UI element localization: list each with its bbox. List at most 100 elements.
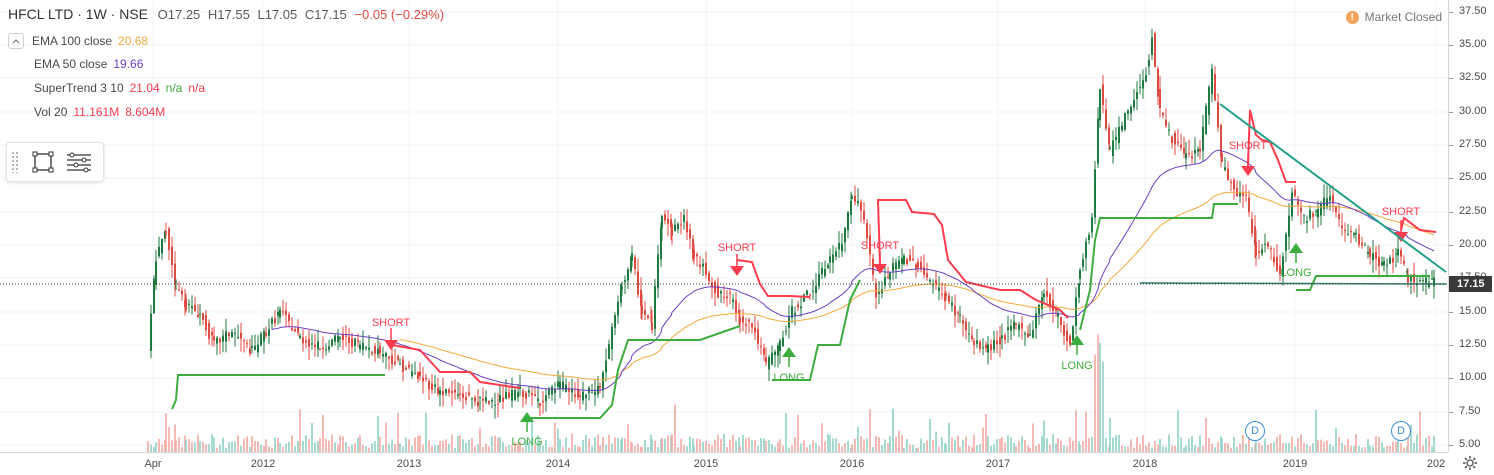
- candle-body: [611, 326, 613, 350]
- volume-bar: [1312, 443, 1314, 452]
- candle-body: [342, 334, 344, 341]
- candle-body: [477, 401, 479, 407]
- time-tick-label: 202: [1426, 458, 1446, 470]
- price-tick-label: 10.00: [1459, 371, 1487, 383]
- volume-bar: [754, 440, 756, 452]
- volume-bar: [268, 446, 270, 452]
- candle-body: [1329, 196, 1331, 201]
- candle-body: [800, 306, 802, 309]
- candle-body: [832, 254, 834, 263]
- chart-area[interactable]: [0, 0, 1448, 452]
- volume-bar: [948, 422, 950, 452]
- volume-bar: [377, 416, 379, 452]
- time-tick-label: Apr: [144, 458, 162, 470]
- time-tick-label: 2015: [693, 458, 719, 470]
- candle-body: [1112, 140, 1114, 156]
- candle-body: [249, 348, 251, 355]
- legend-ema50[interactable]: EMA 50 close 19.66: [34, 57, 143, 71]
- volume-bar: [1112, 437, 1114, 452]
- volume-bar: [342, 436, 344, 452]
- supertrend-value: 21.04: [129, 81, 160, 95]
- volume-bar: [1052, 434, 1054, 452]
- volume-bar: [1395, 441, 1397, 452]
- candle-body: [1297, 199, 1299, 205]
- candle-body: [917, 261, 919, 268]
- candle-body: [824, 269, 826, 277]
- candle-body: [941, 293, 943, 295]
- time-tick-label: 2013: [396, 458, 422, 470]
- volume-bar: [1224, 442, 1226, 452]
- candle-body: [821, 268, 823, 275]
- volume-bar: [1300, 434, 1302, 452]
- volume-bar: [906, 439, 908, 452]
- volume-bar: [1118, 434, 1120, 452]
- price-axis[interactable]: 37.50 35.00 32.50 30.00 27.50 25.00 22.50 20.00…: [1448, 0, 1494, 452]
- candle-body: [279, 309, 281, 318]
- candle-body: [968, 333, 970, 335]
- volume-bar: [1211, 443, 1213, 452]
- candle-body: [1364, 244, 1366, 246]
- candle-body: [1361, 242, 1363, 246]
- volume-bar: [548, 446, 550, 452]
- volume-bar: [234, 441, 236, 452]
- candle-body: [1428, 282, 1430, 288]
- supertrend-long-line: [528, 325, 741, 419]
- volume-bar: [671, 434, 673, 452]
- candle-body: [482, 398, 484, 401]
- candle-body: [205, 315, 207, 331]
- dividend-badge[interactable]: D: [1245, 421, 1265, 441]
- object-tree-icon[interactable]: [65, 148, 93, 176]
- supertrend-na-2: n/a: [188, 81, 206, 95]
- volume-bar: [1035, 445, 1037, 452]
- volume-bar: [1075, 410, 1077, 452]
- symbol-name[interactable]: HFCL LTD · 1W · NSE: [8, 6, 149, 22]
- volume-bar: [696, 438, 698, 452]
- candle-body: [528, 390, 530, 393]
- rectangle-tool-icon[interactable]: [29, 148, 57, 176]
- candle-body: [354, 338, 356, 346]
- price-tick-mark: [1449, 45, 1453, 46]
- drag-handle[interactable]: [11, 151, 19, 173]
- candle-body: [228, 332, 230, 337]
- legend-volume[interactable]: Vol 20 11.161M 8.604M: [34, 105, 165, 119]
- candle-body: [571, 389, 573, 393]
- legend-supertrend[interactable]: SuperTrend 3 10 21.04 n/a n/a: [34, 81, 205, 95]
- chevron-up-icon[interactable]: [8, 33, 24, 49]
- dividend-badge[interactable]: D: [1391, 421, 1411, 441]
- candle-body: [627, 269, 629, 281]
- volume-bar: [1392, 441, 1394, 452]
- low-value: L17.05: [257, 7, 298, 22]
- candle-body: [291, 328, 293, 331]
- volume-bar: [1105, 437, 1107, 452]
- candle-body: [757, 328, 759, 344]
- volume-bar: [1407, 434, 1409, 452]
- candle-body: [771, 352, 773, 365]
- volume-bar: [1233, 436, 1235, 452]
- volume-bar: [254, 441, 256, 452]
- price-tick-label: 20.00: [1459, 238, 1487, 250]
- volume-bar: [311, 423, 313, 452]
- volume-bar: [881, 444, 883, 452]
- candle-body: [454, 389, 456, 393]
- candle-body: [1320, 203, 1322, 216]
- candle-body: [274, 318, 276, 324]
- volume-bar: [225, 447, 227, 452]
- ema50-value: 19.66: [113, 57, 144, 71]
- candle-body: [809, 294, 811, 296]
- candle-body: [448, 389, 450, 393]
- volume-bar: [667, 435, 669, 452]
- time-axis[interactable]: Apr 2012 2013 2014 2015 2016 2017 2018 2019 202: [0, 452, 1448, 475]
- price-chart[interactable]: [0, 0, 1448, 452]
- legend-ema100[interactable]: EMA 100 close 20.68: [8, 33, 148, 49]
- gear-icon[interactable]: [1460, 453, 1480, 473]
- volume-bar: [1239, 443, 1241, 452]
- candle-body: [1069, 335, 1071, 345]
- candle-body: [1400, 250, 1402, 257]
- volume-bar: [1029, 447, 1031, 452]
- volume-bar: [1358, 445, 1360, 452]
- drawing-toolbar[interactable]: [6, 142, 104, 182]
- candle-body: [1332, 195, 1334, 204]
- candle-body: [1021, 323, 1023, 329]
- candle-body: [1381, 262, 1383, 266]
- price-tick-mark: [1449, 145, 1453, 146]
